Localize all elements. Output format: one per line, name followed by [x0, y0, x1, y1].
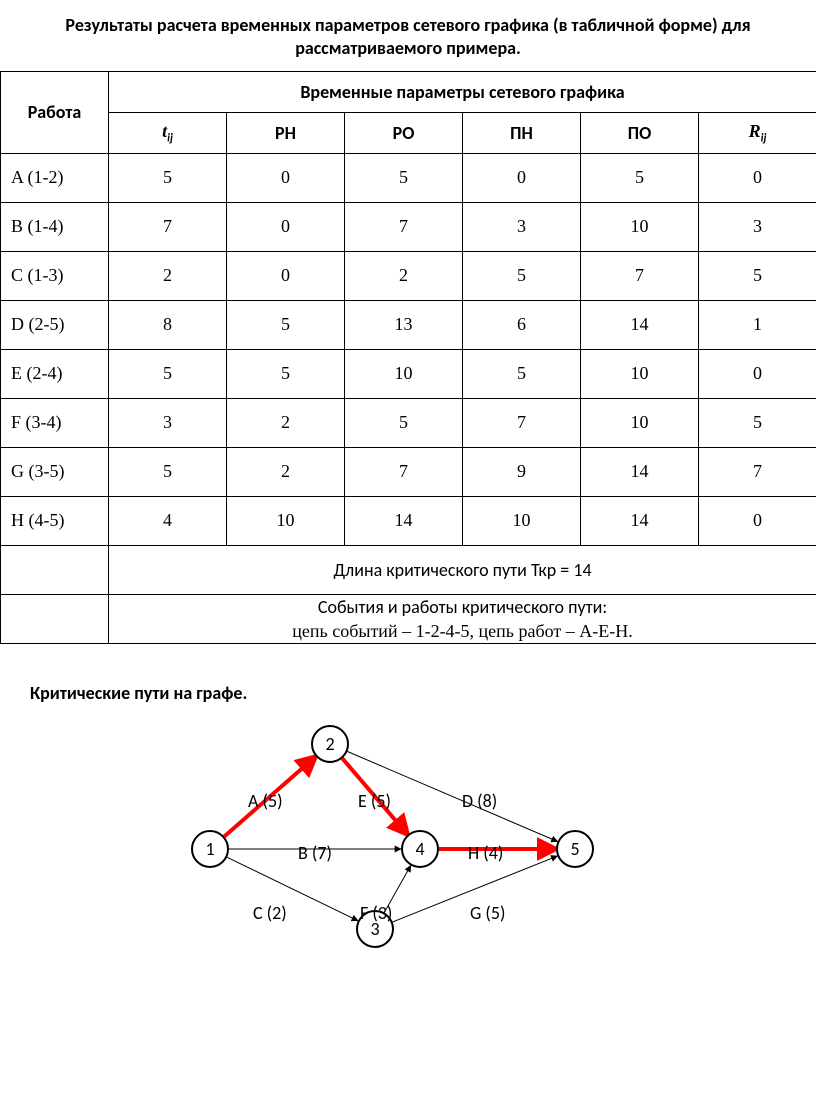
cell-t: 5	[109, 153, 227, 202]
cell-r: 3	[699, 202, 816, 251]
cell-r: 0	[699, 496, 816, 545]
cell-r: 0	[699, 349, 816, 398]
cell-t: 4	[109, 496, 227, 545]
cell-po: 5	[581, 153, 699, 202]
col-header-pn: ПН	[463, 112, 581, 153]
table-row: G (3-5)5279147	[1, 447, 816, 496]
cell-t: 2	[109, 251, 227, 300]
cell-ro: 13	[345, 300, 463, 349]
col-header-work: Работа	[1, 71, 109, 153]
cell-work: A (1-2)	[1, 153, 109, 202]
cell-r: 5	[699, 398, 816, 447]
edge-label: D (8)	[462, 790, 497, 812]
edge-label: C (2)	[253, 902, 287, 924]
cell-r: 0	[699, 153, 816, 202]
cell-pn: 5	[463, 349, 581, 398]
table-row: E (2-4)55105100	[1, 349, 816, 398]
cell-pn: 9	[463, 447, 581, 496]
cell-pn: 3	[463, 202, 581, 251]
edge-label: A (5)	[248, 790, 283, 812]
edge-label: H (4)	[468, 842, 503, 864]
cell-ro: 5	[345, 153, 463, 202]
footer-empty-2	[1, 594, 109, 644]
cell-work: F (3-4)	[1, 398, 109, 447]
cell-rn: 5	[227, 300, 345, 349]
page-title: Результаты расчета временных параметров …	[50, 14, 766, 61]
cell-work: D (2-5)	[1, 300, 109, 349]
col-header-t: tij	[109, 112, 227, 153]
cell-po: 10	[581, 202, 699, 251]
table-row: C (1-3)202575	[1, 251, 816, 300]
cell-ro: 5	[345, 398, 463, 447]
col-header-rn: РН	[227, 112, 345, 153]
col-header-params: Временные параметры сетевого графика	[109, 71, 816, 112]
cell-rn: 5	[227, 349, 345, 398]
cell-rn: 0	[227, 202, 345, 251]
cell-work: H (4-5)	[1, 496, 109, 545]
footer-empty-1	[1, 545, 109, 594]
cell-rn: 2	[227, 447, 345, 496]
cell-work: G (3-5)	[1, 447, 109, 496]
col-header-po: ПО	[581, 112, 699, 153]
table-row: H (4-5)4101410140	[1, 496, 816, 545]
cell-pn: 6	[463, 300, 581, 349]
col-header-ro: РО	[345, 112, 463, 153]
cell-po: 14	[581, 447, 699, 496]
footer-critical-path: События и работы критического пути: цепь…	[109, 594, 816, 644]
cell-pn: 10	[463, 496, 581, 545]
network-graph: 12345 A (5)B (7)C (2)D (8)E (5)F (3)G (5…	[180, 714, 600, 964]
cell-ro: 10	[345, 349, 463, 398]
cell-work: E (2-4)	[1, 349, 109, 398]
cell-po: 10	[581, 349, 699, 398]
table-row: D (2-5)85136141	[1, 300, 816, 349]
footer-critical-length: Длина критического пути Ткр = 14	[109, 545, 816, 594]
cell-pn: 0	[463, 153, 581, 202]
cell-ro: 2	[345, 251, 463, 300]
cell-rn: 0	[227, 153, 345, 202]
cell-ro: 14	[345, 496, 463, 545]
cell-pn: 7	[463, 398, 581, 447]
cell-t: 8	[109, 300, 227, 349]
cell-rn: 10	[227, 496, 345, 545]
edge-label: G (5)	[470, 902, 505, 924]
cell-pn: 5	[463, 251, 581, 300]
cell-rn: 0	[227, 251, 345, 300]
cell-rn: 2	[227, 398, 345, 447]
cell-ro: 7	[345, 202, 463, 251]
table-row: F (3-4)3257105	[1, 398, 816, 447]
params-table: Работа Временные параметры сетевого граф…	[0, 71, 816, 645]
cell-t: 5	[109, 447, 227, 496]
cell-work: C (1-3)	[1, 251, 109, 300]
cell-t: 5	[109, 349, 227, 398]
cell-po: 14	[581, 496, 699, 545]
edge-label: F (3)	[360, 902, 392, 924]
cell-r: 7	[699, 447, 816, 496]
edge-label: B (7)	[298, 842, 332, 864]
cell-t: 3	[109, 398, 227, 447]
table-row: B (1-4)7073103	[1, 202, 816, 251]
edge-label: E (5)	[358, 790, 391, 812]
cell-r: 5	[699, 251, 816, 300]
cell-work: B (1-4)	[1, 202, 109, 251]
cell-po: 7	[581, 251, 699, 300]
cell-po: 14	[581, 300, 699, 349]
graph-title: Критические пути на графе.	[30, 682, 816, 704]
cell-t: 7	[109, 202, 227, 251]
table-row: A (1-2)505050	[1, 153, 816, 202]
cell-po: 10	[581, 398, 699, 447]
col-header-r: Rij	[699, 112, 816, 153]
cell-r: 1	[699, 300, 816, 349]
cell-ro: 7	[345, 447, 463, 496]
